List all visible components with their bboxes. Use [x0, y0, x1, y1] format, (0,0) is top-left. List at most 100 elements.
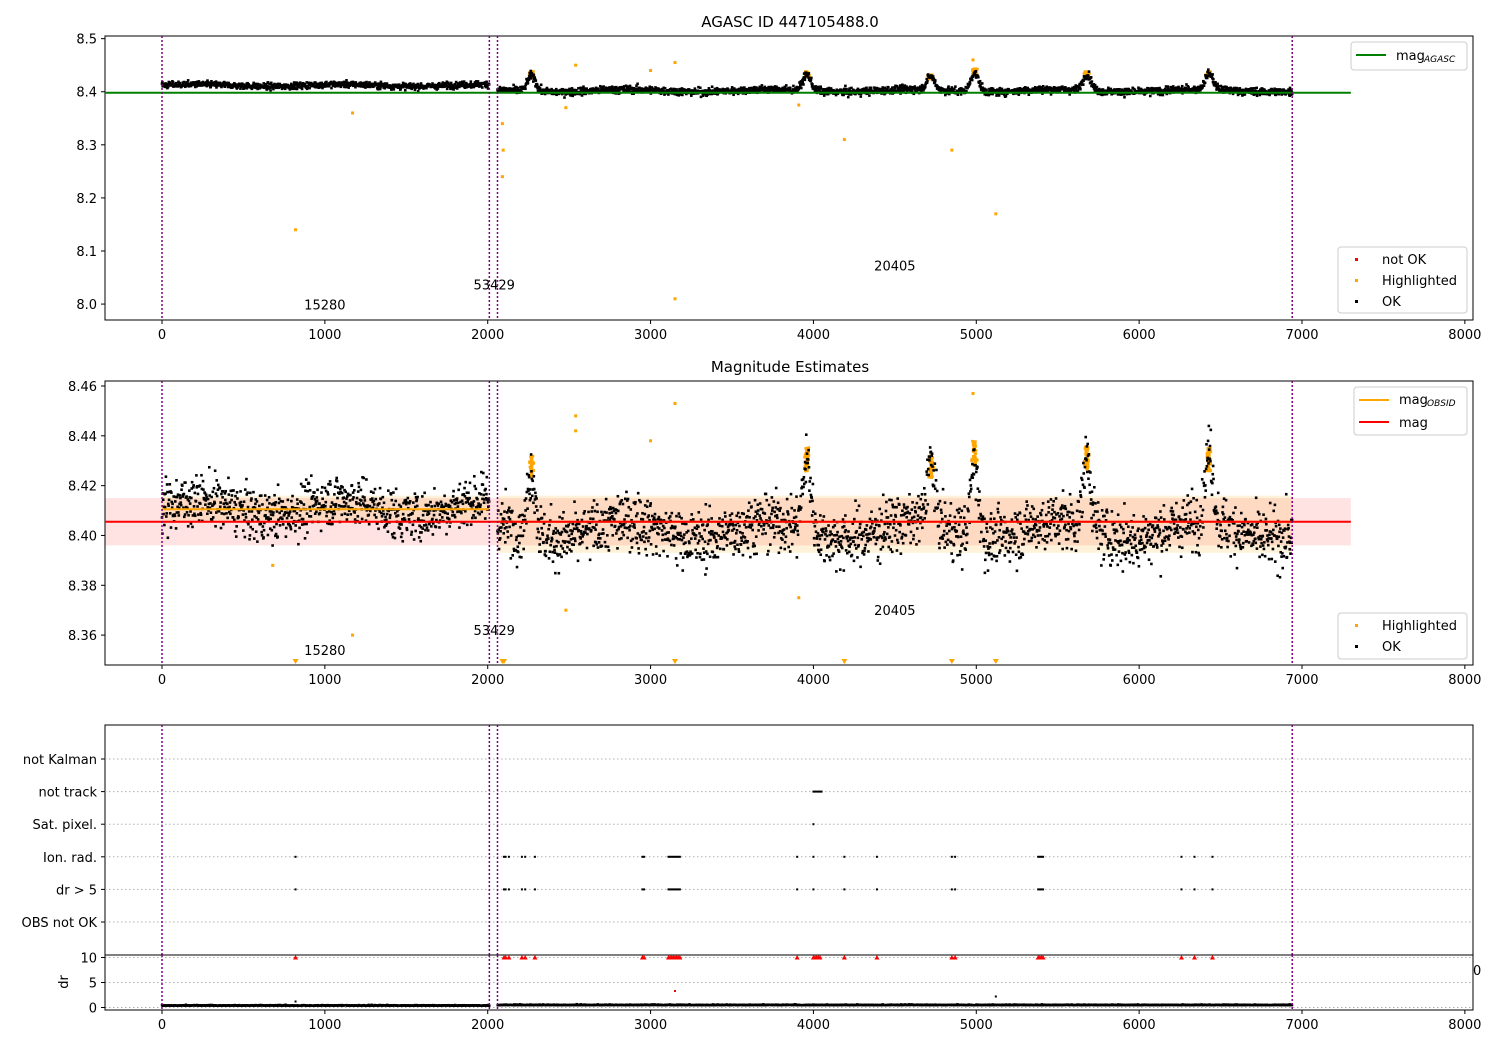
ok-point — [435, 502, 439, 505]
ok-point — [414, 529, 417, 533]
ok-point — [1176, 87, 1179, 90]
highlighted-point — [807, 451, 810, 454]
ok-point — [574, 523, 578, 527]
ok-point — [285, 516, 289, 520]
ok-point — [758, 85, 762, 89]
ok-point — [276, 483, 280, 487]
ok-point — [979, 83, 982, 87]
ok-point — [413, 505, 417, 509]
ok-point — [478, 492, 481, 495]
ok-point — [331, 522, 334, 526]
ok-point — [552, 545, 556, 549]
ok-point — [410, 530, 414, 534]
ok-point — [660, 529, 664, 532]
ok-point — [279, 499, 283, 503]
ok-point — [278, 524, 282, 527]
ok-point — [531, 479, 534, 483]
ok-point — [512, 549, 516, 553]
ok-point — [707, 87, 711, 90]
ok-point — [809, 79, 812, 83]
ok-point — [504, 487, 507, 491]
ok-point — [234, 535, 238, 538]
ok-point — [273, 493, 276, 497]
ok-point — [654, 518, 657, 522]
ok-point — [886, 88, 889, 91]
ok-point — [572, 527, 576, 531]
ok-point — [300, 87, 304, 91]
ok-point — [469, 523, 473, 526]
ok-point — [514, 522, 517, 525]
ok-point — [291, 506, 295, 510]
legend-label: OK — [1382, 295, 1401, 310]
ok-point — [536, 527, 540, 531]
ok-point — [630, 518, 633, 522]
ok-point — [1100, 93, 1104, 97]
ok-point — [829, 87, 833, 90]
y-tick-label: 8.4 — [76, 86, 97, 101]
ok-point — [476, 497, 479, 501]
ok-point — [1146, 87, 1150, 90]
ok-point — [898, 84, 902, 87]
ok-point — [340, 513, 344, 517]
highlighted-point — [530, 471, 533, 475]
ok-point — [651, 528, 654, 532]
x-tick-label: 5000 — [960, 328, 993, 343]
ok-point — [577, 529, 581, 532]
ok-point — [563, 88, 567, 92]
ok-point — [354, 81, 358, 84]
ok-point — [298, 514, 302, 517]
ok-point — [431, 533, 435, 536]
ok-point — [585, 87, 588, 90]
highlighted-point — [1086, 448, 1089, 452]
y-tick-label: 8.2 — [76, 192, 97, 207]
ok-point — [556, 529, 559, 533]
ok-point — [525, 77, 528, 81]
ok-point — [663, 538, 667, 541]
ok-point — [228, 505, 231, 509]
ok-point — [378, 82, 382, 86]
ok-point — [328, 84, 331, 87]
ok-point — [1194, 88, 1197, 91]
ok-point — [553, 92, 556, 96]
ok-point — [446, 512, 450, 516]
ok-point — [277, 501, 281, 505]
ok-point — [408, 499, 412, 503]
ok-point — [200, 473, 203, 477]
highlighted-point — [807, 453, 811, 457]
highlighted-point — [929, 466, 933, 470]
ok-point — [265, 498, 269, 502]
ok-point — [416, 495, 419, 499]
ok-point — [594, 528, 597, 532]
ok-point — [709, 89, 712, 93]
highlighted-point — [1207, 452, 1211, 456]
highlighted-point — [529, 466, 533, 469]
ok-point — [997, 94, 1001, 97]
ok-point — [572, 88, 576, 92]
ok-point — [392, 88, 396, 91]
ok-point — [175, 511, 179, 514]
ok-point — [410, 87, 414, 91]
ok-point — [406, 506, 410, 510]
ok-point — [405, 528, 409, 532]
ok-point — [251, 527, 254, 531]
ok-point — [359, 81, 363, 84]
ok-point — [868, 94, 871, 97]
ok-point — [365, 509, 369, 512]
ok-point — [223, 85, 226, 88]
highlighted-point — [805, 468, 809, 472]
ok-point — [574, 511, 577, 515]
ok-point — [613, 86, 616, 89]
ok-point — [277, 86, 281, 90]
ok-point — [586, 532, 589, 536]
ok-point — [266, 81, 270, 84]
ok-point — [607, 507, 611, 511]
ok-point — [335, 476, 339, 480]
ok-point — [555, 544, 558, 548]
highlighted-point — [971, 391, 975, 395]
ok-point — [550, 87, 553, 91]
ok-point — [274, 532, 278, 536]
ok-point — [864, 89, 867, 92]
ok-point — [680, 87, 684, 90]
ok-point — [374, 516, 378, 519]
highlighted-point — [931, 455, 934, 459]
